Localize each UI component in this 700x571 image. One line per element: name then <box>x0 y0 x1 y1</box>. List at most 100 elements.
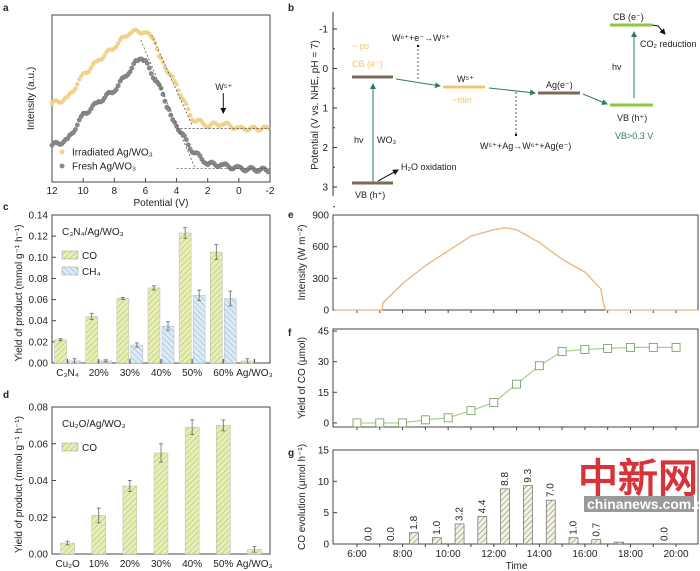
y-tick-label: 0.14 <box>29 211 49 222</box>
x-tick-label: 10 <box>78 186 90 197</box>
co-evolution-bar <box>477 516 488 545</box>
y-tick-label: 0.00 <box>29 550 49 561</box>
watermark-logo: 中新网 <box>578 455 698 502</box>
panel-label-d: d <box>3 390 9 401</box>
co-evolution-bar <box>454 523 465 545</box>
bar-value-label: 4.4 <box>477 499 488 513</box>
legend-marker <box>59 149 65 155</box>
oxidation-arrow <box>377 169 399 182</box>
co-yield-marker <box>420 415 430 425</box>
data-point <box>176 88 181 93</box>
x-tick-label: 30% <box>151 559 171 570</box>
x-tick-label: C₃N₄ <box>56 368 79 379</box>
data-point <box>181 133 187 139</box>
bar-value-label: 9.3 <box>523 468 534 482</box>
x-tick-label: 18:00 <box>618 549 643 560</box>
fit-line <box>151 34 193 126</box>
y-tick-label: 3 <box>322 183 328 194</box>
co-yield-marker <box>534 361 544 371</box>
bar-value-label: 1.0 <box>569 520 580 534</box>
y-tick-label: 45 <box>318 327 330 338</box>
co-yield-marker <box>466 406 476 416</box>
x-tick-label: Cu₂O <box>55 559 80 570</box>
transfer-arrow-1 <box>395 78 441 89</box>
h2o-oxidation-label: H₂O oxidation <box>401 162 457 172</box>
data-point <box>265 169 271 175</box>
y-tick-label: 15 <box>318 446 330 457</box>
w5-annotation: W⁵⁺ <box>215 82 232 92</box>
bar-value-label: 7.0 <box>546 483 557 497</box>
y-tick-label: 0.10 <box>29 253 49 264</box>
bar-value-label: 0.0 <box>363 527 374 541</box>
data-point <box>174 82 179 87</box>
x-tick-label: 60% <box>213 368 233 379</box>
co-evolution-bar <box>614 541 624 545</box>
x-tick-label: 0 <box>236 186 242 197</box>
y-tick-label: 0 <box>323 540 329 551</box>
co-yield-marker <box>648 342 658 352</box>
x-tick-label: 6 <box>143 186 149 197</box>
co-yield-marker <box>489 398 499 407</box>
legend-label: CO <box>82 251 97 262</box>
wo3-label: WO₃ <box>377 135 396 145</box>
bar-value-label: 0.0 <box>660 527 671 541</box>
x-tick-label: 30% <box>120 368 140 379</box>
panel-label-a: a <box>3 3 9 14</box>
panel-label-g: g <box>288 448 294 459</box>
co-yield-marker <box>443 413 453 423</box>
intensity-line <box>334 227 698 311</box>
co-evolution-bar <box>500 488 510 545</box>
ag-label: Ag(e⁻) <box>546 80 573 90</box>
bar-value-label: 8.8 <box>500 472 511 486</box>
legend-label: Fresh Ag/WO₃ <box>72 162 136 173</box>
data-point <box>172 120 178 125</box>
x-tick-label: 14:00 <box>527 549 552 560</box>
x-tick-label: 16:00 <box>572 549 597 560</box>
y-tick-label: 0 <box>323 418 329 429</box>
y-tick-label: 0 <box>322 64 328 75</box>
y-tick-label: 0.04 <box>29 316 49 327</box>
wo3-cb-label: CB (e⁻) <box>352 59 383 69</box>
wo3-vb-label: VB (h⁺) <box>355 190 385 200</box>
data-point <box>172 78 177 84</box>
watermark: 中新网 chinanews.com.cn <box>578 455 700 512</box>
pointer-dot <box>514 133 518 137</box>
data-point <box>158 55 164 61</box>
data-point <box>127 69 133 75</box>
min-label: ~min <box>452 95 472 105</box>
legend-label: CO <box>82 443 97 454</box>
transfer-arrow-2 <box>488 87 536 96</box>
data-point <box>114 44 119 49</box>
chart-title: Cu₂O/Ag/WO₃ <box>62 419 126 430</box>
x-tick-label: 4 <box>174 186 180 197</box>
data-point <box>178 93 183 98</box>
co-yield-marker <box>603 343 613 353</box>
energy-diagram: Potential (V vs. NHE, pH = 7) -1 0 1 2 3 ~ p… <box>310 12 697 208</box>
co-yield-marker <box>375 418 385 428</box>
y-tick-label: 15 <box>318 388 330 399</box>
y-tick-label: 0.12 <box>29 232 49 243</box>
data-point <box>72 127 78 133</box>
data-point <box>77 77 82 82</box>
y-tick-label: 0.02 <box>29 513 49 524</box>
data-point <box>162 65 168 70</box>
bar-value-label: 3.2 <box>455 507 466 521</box>
co-yield-marker <box>352 418 362 428</box>
data-point <box>148 71 154 76</box>
legend-swatch <box>61 250 79 260</box>
w5-label: W⁵⁺ <box>457 74 474 84</box>
watermark-url: chinanews.com.cn <box>587 496 700 512</box>
data-point <box>187 112 193 118</box>
x-tick-label: 20:00 <box>664 549 689 560</box>
x-tick-label: 50% <box>182 368 202 379</box>
data-point <box>102 53 107 58</box>
plot-a-frame <box>51 14 271 183</box>
data-point <box>174 123 179 129</box>
transfer-arrow-3 <box>582 93 608 105</box>
y-tick-label: 30 <box>318 357 330 368</box>
data-point <box>115 83 121 89</box>
legend-marker <box>59 163 65 169</box>
x-tick-label: 2 <box>205 186 211 197</box>
co-evolution-bar <box>568 537 579 545</box>
